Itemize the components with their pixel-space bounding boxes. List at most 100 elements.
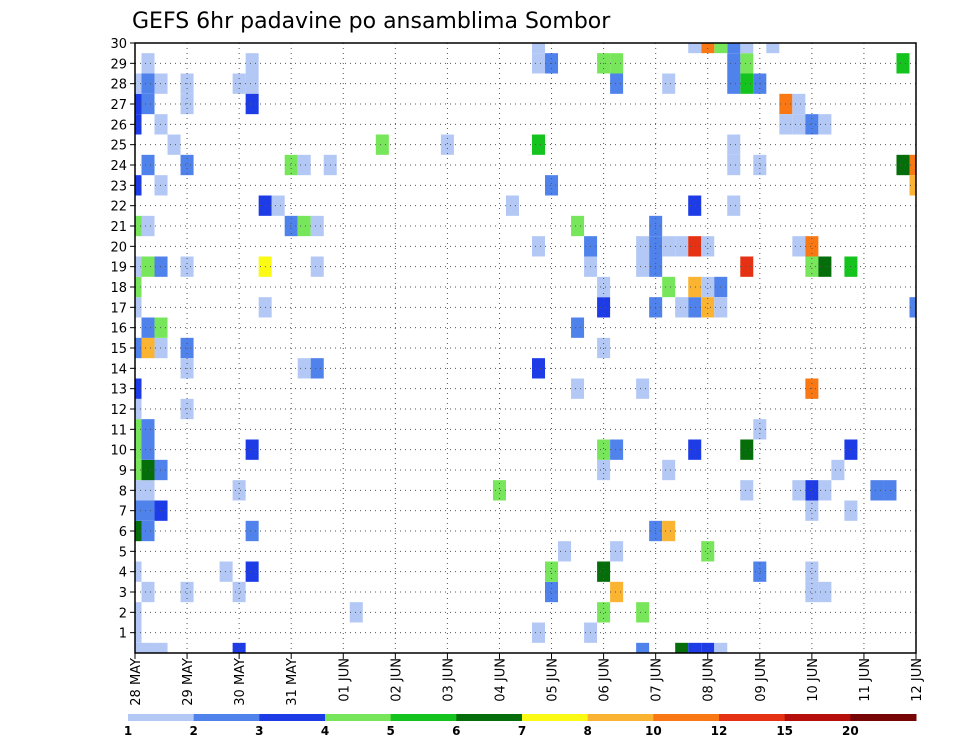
heatmap-cell bbox=[818, 480, 832, 501]
heatmap-cell bbox=[545, 561, 559, 582]
heatmap-cell bbox=[349, 602, 363, 623]
heatmap-cell bbox=[805, 500, 819, 521]
heatmap-cell bbox=[662, 236, 676, 257]
heatmap-cell bbox=[135, 93, 142, 115]
heatmap-cell bbox=[310, 215, 324, 237]
heatmap-cell bbox=[297, 215, 311, 237]
y-tick-label: 18 bbox=[110, 281, 127, 296]
x-tick-label: 07 JUN bbox=[650, 658, 665, 702]
heatmap-cell bbox=[727, 154, 741, 176]
y-tick-label: 10 bbox=[110, 444, 127, 459]
heatmap-cell bbox=[688, 297, 702, 318]
heatmap-cell bbox=[571, 317, 585, 338]
heatmap-cell bbox=[232, 581, 246, 603]
heatmap-cell bbox=[909, 175, 916, 196]
y-tick-label: 19 bbox=[110, 261, 127, 276]
y-tick-label: 7 bbox=[119, 505, 127, 520]
heatmap-cells bbox=[135, 43, 916, 653]
heatmap-cell bbox=[245, 53, 259, 74]
heatmap-cell bbox=[135, 114, 142, 135]
heatmap-cell bbox=[740, 53, 754, 74]
heatmap-cell bbox=[805, 480, 819, 501]
heatmap-cell bbox=[135, 500, 142, 521]
heatmap-cell bbox=[135, 520, 142, 542]
heatmap-cell bbox=[141, 73, 155, 94]
heatmap-cell bbox=[154, 73, 168, 94]
heatmap-cell bbox=[688, 276, 702, 298]
heatmap-cell bbox=[154, 317, 168, 338]
heatmap-cell bbox=[154, 175, 168, 196]
heatmap-cell bbox=[141, 581, 155, 603]
heatmap-cell bbox=[135, 480, 142, 501]
x-axis: 28 MAY 29 MAY 30 MAY 31 MAY 01 JUN 02 JUN 03 J… bbox=[129, 653, 925, 706]
heatmap-cell bbox=[135, 561, 142, 582]
colorbar-swatch bbox=[784, 714, 851, 721]
heatmap-cell bbox=[610, 439, 624, 460]
heatmap-cell bbox=[141, 480, 155, 501]
heatmap-cell bbox=[141, 459, 155, 481]
heatmap-cell bbox=[831, 459, 845, 481]
heatmap-cell bbox=[688, 43, 702, 54]
heatmap-cell bbox=[909, 297, 916, 318]
y-tick-label: 24 bbox=[110, 159, 127, 174]
heatmap-cell bbox=[532, 53, 546, 74]
heatmap-cell bbox=[232, 642, 246, 653]
heatmap-cell bbox=[141, 93, 155, 115]
heatmap-cell bbox=[896, 154, 910, 176]
heatmap-cell bbox=[135, 602, 142, 623]
heatmap-cell bbox=[245, 561, 259, 582]
heatmap-cell bbox=[753, 154, 767, 176]
heatmap-cell bbox=[662, 276, 676, 298]
heatmap-cell bbox=[792, 236, 806, 257]
heatmap-cell bbox=[753, 561, 767, 582]
heatmap-cell bbox=[805, 236, 819, 257]
colorbar-swatch bbox=[325, 714, 392, 721]
x-tick-label: 29 MAY bbox=[181, 658, 196, 706]
heatmap-cell bbox=[727, 53, 741, 74]
x-tick-label: 04 JUN bbox=[493, 658, 508, 702]
heatmap-cell bbox=[492, 480, 506, 501]
heatmap-cell bbox=[805, 114, 819, 135]
heatmap-cell bbox=[662, 459, 676, 481]
y-tick-label: 28 bbox=[110, 78, 127, 93]
heatmap-cell bbox=[135, 642, 142, 653]
heatmap-cell bbox=[245, 439, 259, 460]
heatmap-cell bbox=[219, 561, 233, 582]
colorbar-swatch bbox=[456, 714, 523, 721]
heatmap-cell bbox=[310, 358, 324, 379]
colorbar-label: 5 bbox=[386, 724, 394, 738]
heatmap-cell bbox=[154, 337, 168, 359]
heatmap-cell bbox=[662, 520, 676, 542]
heatmap-cell bbox=[310, 256, 324, 277]
heatmap-cell bbox=[883, 480, 897, 501]
y-tick-label: 20 bbox=[110, 240, 127, 255]
x-tick-label: 31 MAY bbox=[285, 658, 300, 706]
heatmap-cell bbox=[141, 154, 155, 176]
heatmap-cell bbox=[818, 581, 832, 603]
heatmap-cell bbox=[792, 114, 806, 135]
heatmap-cell bbox=[818, 114, 832, 135]
heatmap-cell bbox=[245, 520, 259, 542]
heatmap-cell bbox=[636, 236, 650, 257]
colorbar: 1 2 3 4 5 6 7 8 10 12 15 20 bbox=[124, 714, 917, 738]
y-tick-label: 14 bbox=[110, 362, 127, 377]
heatmap-cell bbox=[714, 642, 728, 653]
heatmap-cell bbox=[753, 419, 767, 440]
heatmap-cell bbox=[688, 439, 702, 460]
heatmap-cell bbox=[558, 541, 572, 562]
colorbar-swatch bbox=[850, 714, 917, 721]
heatmap-cell bbox=[141, 520, 155, 542]
y-tick-label: 9 bbox=[119, 464, 127, 479]
y-tick-label: 6 bbox=[119, 525, 127, 540]
heatmap-cell bbox=[154, 256, 168, 277]
y-tick-label: 2 bbox=[119, 606, 127, 621]
colorbar-label: 10 bbox=[645, 724, 662, 738]
heatmap-cell bbox=[135, 459, 142, 481]
heatmap-cell bbox=[135, 215, 142, 237]
x-tick-label: 06 JUN bbox=[598, 658, 613, 702]
heatmap-cell bbox=[141, 419, 155, 440]
y-tick-label: 16 bbox=[110, 322, 127, 337]
heatmap-cell bbox=[688, 642, 702, 653]
heatmap-cell bbox=[701, 297, 715, 318]
heatmap-cell bbox=[135, 256, 142, 277]
